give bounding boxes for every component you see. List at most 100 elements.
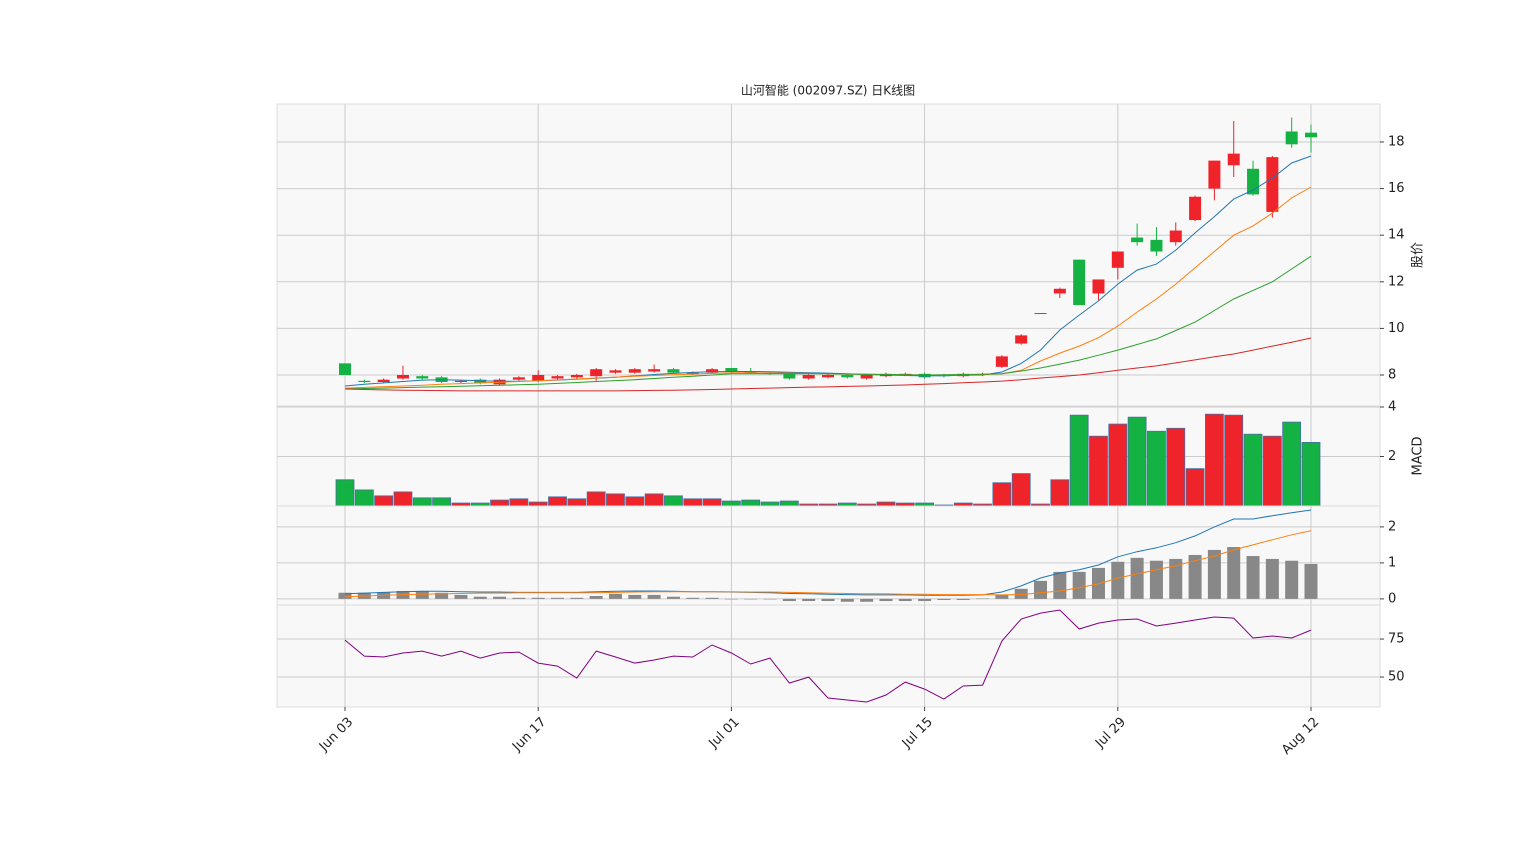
- volume-bar: [1205, 413, 1224, 507]
- macd-bar: [1207, 549, 1221, 599]
- candle-body: [783, 373, 796, 379]
- volume-bar: [741, 499, 761, 507]
- y-tick-label: 2: [1388, 449, 1396, 464]
- x-tick-label: Jun 17: [509, 715, 549, 755]
- volume-bar: [548, 496, 567, 507]
- candle-body: [416, 376, 429, 379]
- macd-bar: [1169, 558, 1183, 599]
- macd-bar: [995, 594, 1009, 599]
- macd-bar: [415, 590, 429, 599]
- candle-body: [1227, 153, 1240, 166]
- macd-bar: [531, 597, 545, 599]
- volume-bar: [586, 491, 606, 507]
- candle-body: [841, 375, 854, 378]
- candle-body: [1169, 230, 1182, 243]
- candle-body: [532, 375, 545, 381]
- candle-body: [1073, 259, 1086, 306]
- line: [344, 337, 1312, 392]
- macd-bar: [647, 594, 661, 599]
- volume-bar: [1069, 414, 1089, 507]
- candle-body: [822, 375, 834, 378]
- volume-bar: [374, 495, 394, 507]
- macd-bar: [840, 598, 854, 602]
- volume-bar: [683, 498, 703, 507]
- volume-bar: [432, 497, 452, 507]
- candle-body: [860, 375, 873, 379]
- volume-bar: [702, 498, 722, 507]
- y-axis-label: MACD: [1411, 437, 1426, 476]
- candle-body: [1189, 196, 1202, 221]
- x-tick-label: Jun 03: [316, 715, 356, 755]
- candle-body: [1305, 132, 1317, 138]
- candle-body: [396, 375, 409, 379]
- macd-bar: [937, 598, 951, 600]
- candle-body: [1111, 251, 1124, 268]
- macd-bar: [724, 598, 738, 600]
- macd-bar: [1265, 558, 1279, 599]
- candle-body: [1266, 157, 1279, 212]
- candle-body: [590, 369, 603, 377]
- volume-bar: [644, 493, 664, 507]
- macd-bar: [763, 598, 777, 600]
- macd-bar: [1111, 561, 1125, 599]
- panel-background: [276, 103, 1381, 407]
- candle-body: [995, 356, 1008, 367]
- x-tick-label: Jul 01: [706, 715, 743, 752]
- volume-bar: [1301, 441, 1321, 507]
- y-tick-label: 75: [1388, 632, 1405, 647]
- candle-body: [725, 368, 738, 372]
- candle-body: [802, 375, 815, 379]
- macd-bar: [589, 596, 603, 599]
- macd-bar: [1149, 560, 1163, 599]
- line: [344, 609, 1312, 703]
- volume-bar: [490, 499, 509, 507]
- macd-bar: [1304, 563, 1318, 599]
- volume-bar: [1166, 427, 1186, 507]
- candle-body: [609, 370, 622, 373]
- macd-bar: [570, 597, 584, 599]
- volume-bar: [509, 498, 529, 507]
- y-tick-label: 50: [1388, 670, 1405, 685]
- macd-bar: [1053, 571, 1067, 599]
- volume-bar: [1108, 423, 1128, 507]
- volume-bar: [335, 479, 355, 507]
- macd-bar: [898, 598, 912, 602]
- y-tick-label: 10: [1388, 321, 1405, 336]
- candle-body: [1015, 335, 1028, 344]
- volume-bar: [1147, 430, 1166, 507]
- macd-bar: [976, 598, 990, 600]
- volume-bar: [1262, 435, 1282, 507]
- volume-bar: [354, 489, 374, 507]
- candle-body: [744, 371, 757, 373]
- macd-bar: [1014, 588, 1028, 599]
- y-tick-label: 14: [1388, 228, 1405, 243]
- y-tick-label: 12: [1388, 274, 1405, 289]
- volume-bar: [1185, 468, 1205, 507]
- macd-bar: [1285, 560, 1299, 599]
- line: [344, 509, 1312, 596]
- macd-bar: [956, 598, 970, 600]
- y-tick-label: 1: [1388, 555, 1396, 570]
- macd-bar: [1227, 547, 1241, 599]
- volume-bar: [1011, 473, 1031, 507]
- volume-bar: [528, 501, 548, 507]
- macd-bar: [473, 596, 487, 599]
- candle-body: [339, 363, 351, 376]
- macd-bar: [454, 594, 468, 599]
- macd-bar: [686, 597, 700, 599]
- volume-bar: [393, 491, 413, 507]
- volume-bar: [664, 495, 683, 507]
- macd-bar: [879, 598, 893, 602]
- chart-title: 山河智能 (002097.SZ) 日K线图: [741, 83, 915, 98]
- candle-body: [1092, 279, 1105, 294]
- candle-body: [1131, 237, 1144, 243]
- candle-body: [686, 372, 699, 374]
- volume-bar: [722, 500, 741, 507]
- candle-body: [570, 375, 583, 378]
- candle-body: [1053, 288, 1066, 294]
- macd-bar: [1034, 580, 1048, 599]
- line: [344, 255, 1312, 390]
- panel-background: [276, 604, 1381, 708]
- candle-body: [1034, 313, 1047, 315]
